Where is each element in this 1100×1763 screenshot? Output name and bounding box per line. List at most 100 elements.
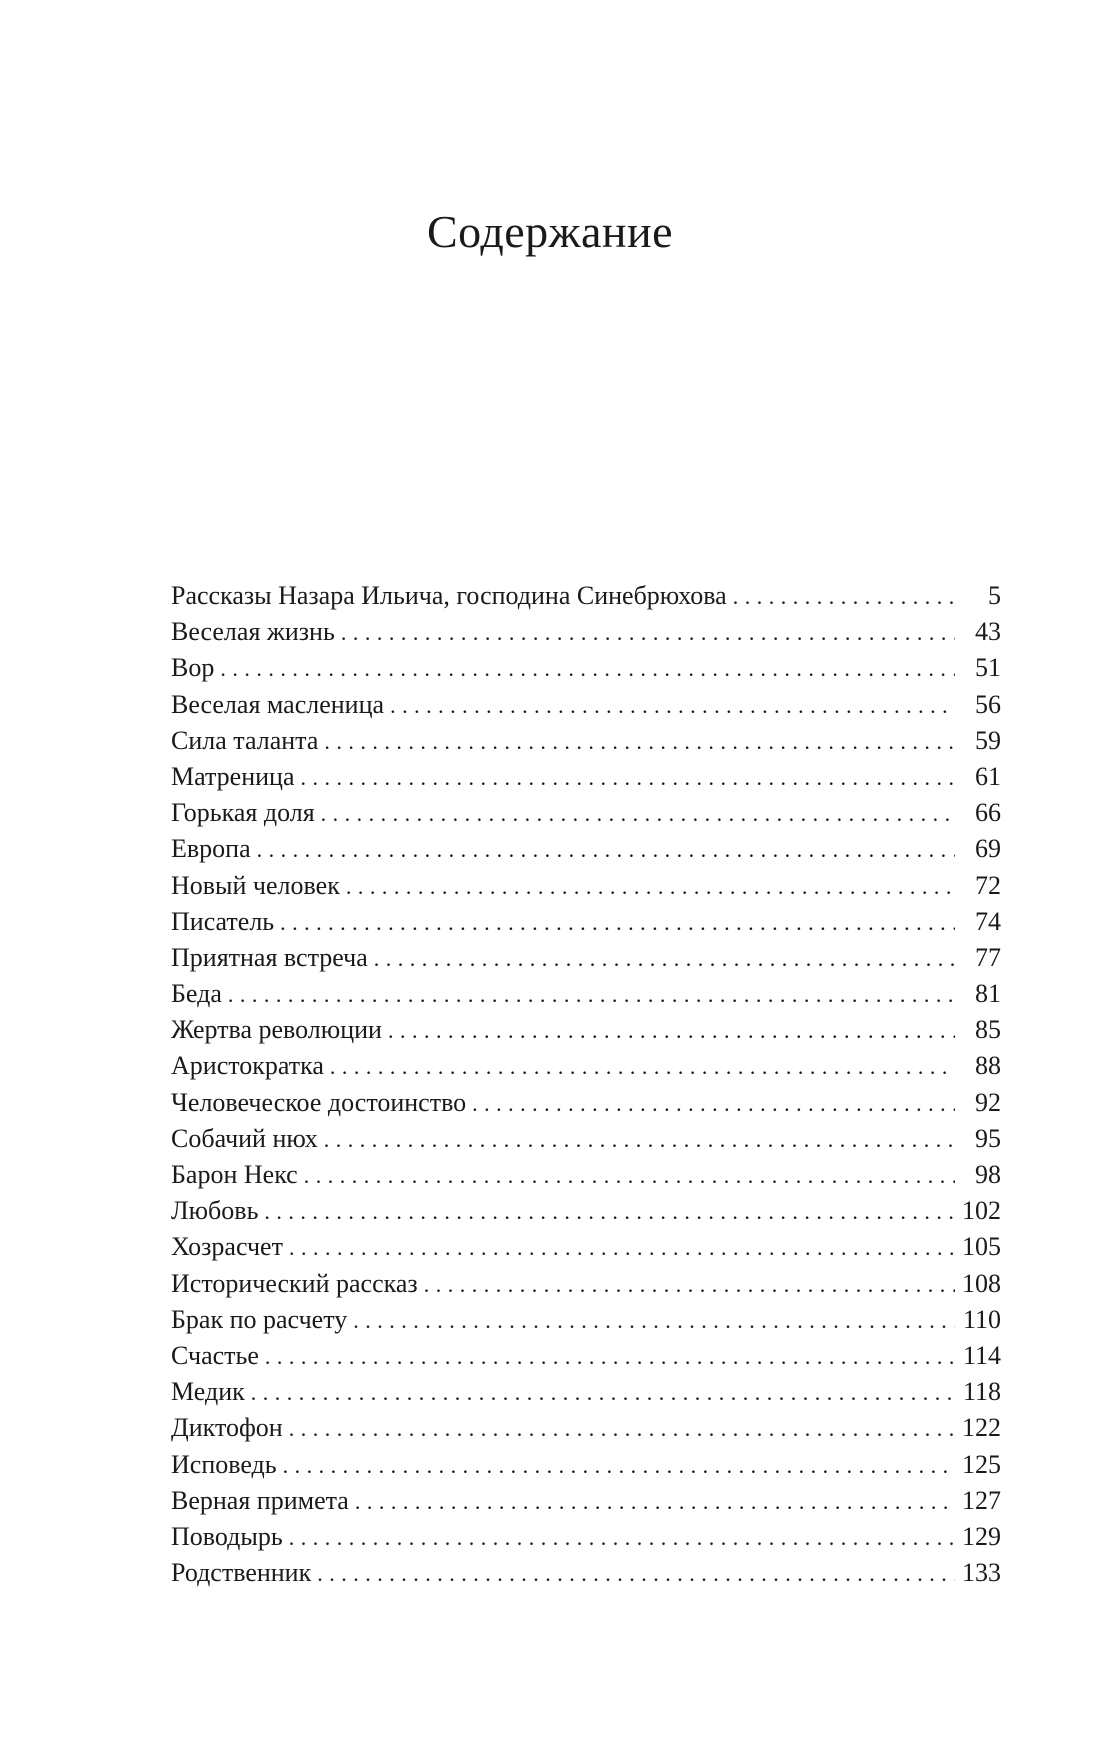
toc-entry-title: Медик (171, 1377, 245, 1407)
dot-leader (424, 1267, 955, 1303)
toc-entry-title: Веселая масленица (171, 689, 385, 719)
toc-entry-title: Исторический рассказ (171, 1268, 418, 1298)
toc-entry[interactable]: Сила таланта 59 (171, 723, 1001, 759)
dot-leader (330, 1049, 955, 1085)
toc-entry-title: Новый человек (171, 870, 340, 900)
toc-entry-page: 108 (962, 1268, 1001, 1298)
toc-entry-title: Брак по расчету (171, 1304, 348, 1334)
toc-entry[interactable]: Собачий нюх 95 (171, 1121, 1001, 1157)
dot-leader (346, 869, 955, 905)
toc-entry-title: Жертва революции (171, 1015, 382, 1045)
toc-entry[interactable]: Вор 51 (171, 650, 1001, 686)
toc-entry-page: 74 (975, 906, 1001, 936)
dot-leader (220, 651, 955, 687)
toc-entry[interactable]: Матреница 61 (171, 759, 1001, 795)
dot-leader (324, 1122, 955, 1158)
toc-entry-title: Аристократка (171, 1051, 324, 1081)
toc-entry-page: 127 (962, 1485, 1001, 1515)
toc-entry-title: Беда (171, 979, 222, 1009)
toc-entry-page: 102 (962, 1196, 1001, 1226)
toc-entry-page: 133 (962, 1558, 1001, 1588)
toc-entry[interactable]: Диктофон 122 (171, 1410, 1001, 1446)
toc-entry-title: Рассказы Назара Ильича, господина Синебр… (171, 581, 727, 610)
dot-leader (324, 724, 955, 760)
toc-entry-title: Барон Некс (171, 1160, 298, 1189)
toc-entry-page: 122 (962, 1413, 1001, 1443)
toc-entry-page: 66 (975, 798, 1001, 828)
dot-leader (353, 1303, 955, 1339)
toc-entry[interactable]: Верная примета 127 (171, 1483, 1001, 1519)
toc-entry-title: Поводырь (171, 1521, 283, 1551)
dot-leader (317, 1556, 955, 1592)
dot-leader (257, 832, 955, 868)
toc-entry[interactable]: Горькая доля 66 (171, 795, 1001, 831)
toc-entry[interactable]: Новый человек 72 (171, 868, 1001, 904)
toc-entry[interactable]: Человеческое достоинство 92 (171, 1085, 1001, 1121)
toc-entry-page: 105 (962, 1232, 1001, 1262)
toc-entry[interactable]: Исповедь 125 (171, 1447, 1001, 1483)
toc-entry-page: 72 (975, 870, 1001, 900)
toc-entry[interactable]: Европа 69 (171, 831, 1001, 867)
dot-leader (265, 1339, 955, 1375)
toc-entry[interactable]: Исторический рассказ 108 (171, 1266, 1001, 1302)
toc-entry-page: 110 (962, 1304, 1001, 1334)
toc-entry-title: Приятная встреча (171, 942, 368, 972)
toc-entry-page: 129 (962, 1521, 1001, 1551)
toc-entry-page: 92 (975, 1087, 1001, 1117)
toc-entry-title: Счастье (171, 1340, 259, 1370)
dot-leader (355, 1484, 955, 1520)
toc-entry[interactable]: Родственник 133 (171, 1555, 1001, 1591)
dot-leader (289, 1230, 955, 1266)
dot-leader (321, 796, 955, 832)
dot-leader (733, 579, 955, 615)
dot-leader (388, 1013, 955, 1049)
toc-entry[interactable]: Веселая жизнь 43 (171, 614, 1001, 650)
dot-leader (390, 688, 955, 724)
toc-entry[interactable]: Веселая масленица 56 (171, 687, 1001, 723)
toc-entry[interactable]: Писатель 74 (171, 904, 1001, 940)
toc-entry[interactable]: Поводырь 129 (171, 1519, 1001, 1555)
toc-entry[interactable]: Медик 118 (171, 1374, 1001, 1410)
toc-entry-page: 125 (962, 1449, 1001, 1479)
toc-entry[interactable]: Хозрасчет 105 (171, 1229, 1001, 1265)
toc-entry-title: Любовь (171, 1196, 259, 1226)
dot-leader (228, 977, 955, 1013)
toc-entry-page: 85 (975, 1015, 1001, 1045)
toc-entry-title: Горькая доля (171, 798, 315, 828)
toc-entry-page: 51 (975, 653, 1001, 683)
page-title: Содержание (426, 206, 674, 257)
toc-entry-page: 43 (975, 617, 1001, 647)
toc-entry[interactable]: Брак по расчету 110 (171, 1302, 1001, 1338)
dot-leader (264, 1194, 955, 1230)
toc-entry-title: Сила таланта (171, 725, 319, 755)
toc-entry[interactable]: Барон Некс 98 (171, 1157, 1001, 1193)
dot-leader (304, 1158, 955, 1194)
dot-leader (472, 1086, 955, 1122)
toc-entry-title: Собачий нюх (171, 1123, 318, 1153)
toc-entry-page: 5 (988, 581, 1001, 610)
toc-entry-title: Верная примета (171, 1485, 349, 1515)
dot-leader (283, 1448, 955, 1484)
toc-entry-title: Европа (171, 834, 251, 864)
toc-entry-page: 95 (975, 1123, 1001, 1153)
toc-entry[interactable]: Счастье 114 (171, 1338, 1001, 1374)
table-of-contents: Рассказы Назара Ильича, господина Синебр… (171, 578, 1001, 1591)
toc-entry[interactable]: Рассказы Назара Ильича, господина Синебр… (171, 578, 1001, 614)
dot-leader (341, 615, 955, 651)
toc-entry-title: Исповедь (171, 1449, 277, 1479)
toc-entry-page: 77 (975, 942, 1001, 972)
dot-leader (289, 1411, 955, 1447)
toc-entry[interactable]: Любовь 102 (171, 1193, 1001, 1229)
toc-entry[interactable]: Приятная встреча 77 (171, 940, 1001, 976)
toc-entry-title: Человеческое достоинство (171, 1087, 467, 1117)
toc-entry[interactable]: Аристократка 88 (171, 1048, 1001, 1084)
dot-leader (280, 905, 955, 941)
toc-entry-page: 59 (975, 725, 1001, 755)
toc-entry-title: Хозрасчет (171, 1232, 283, 1262)
toc-entry[interactable]: Беда 81 (171, 976, 1001, 1012)
toc-entry-page: 69 (975, 834, 1001, 864)
dot-leader (289, 1520, 955, 1556)
dot-leader (251, 1375, 955, 1411)
toc-entry-page: 114 (962, 1340, 1001, 1370)
toc-entry[interactable]: Жертва революции 85 (171, 1012, 1001, 1048)
